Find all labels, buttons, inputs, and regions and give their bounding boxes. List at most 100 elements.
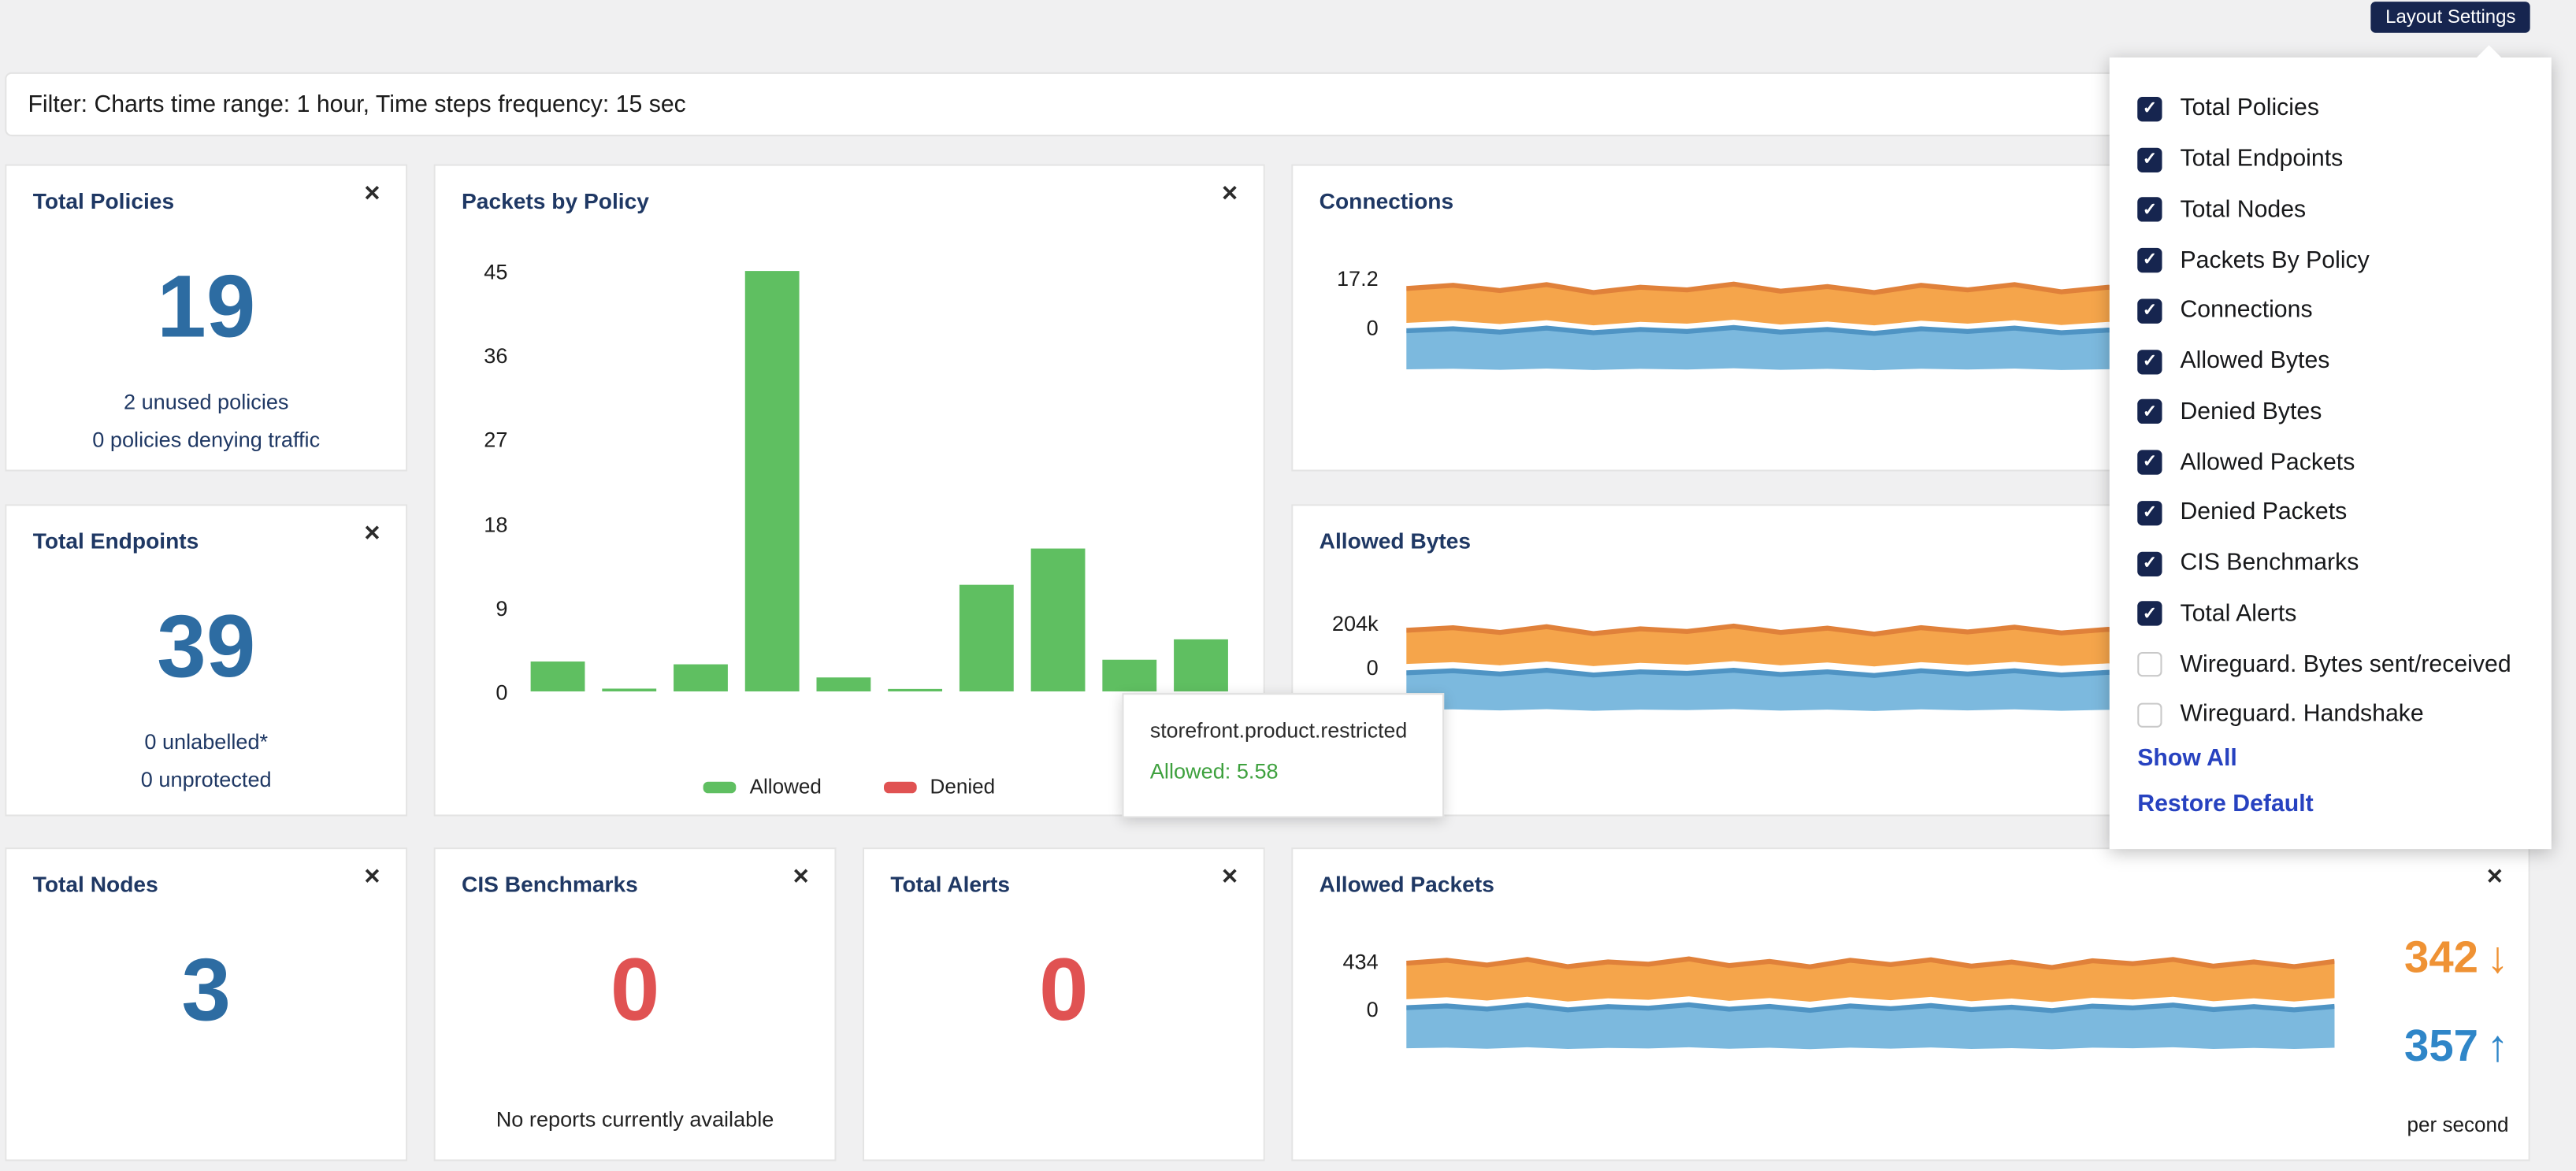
layout-settings-option[interactable]: ✓ Allowed Packets: [2137, 437, 2535, 487]
layout-settings-option[interactable]: ✓ Packets By Policy: [2137, 235, 2535, 286]
option-label: CIS Benchmarks: [2180, 550, 2359, 577]
tooltip-allowed-value: Allowed: 5.58: [1149, 758, 1279, 784]
check-icon: ✓: [2142, 98, 2158, 119]
layout-settings-option[interactable]: ✓ Total Policies: [2137, 83, 2535, 134]
checkbox[interactable]: ✓: [2137, 500, 2162, 526]
restore-default-link[interactable]: Restore Default: [2137, 791, 2314, 818]
y-tick: 36: [484, 343, 508, 369]
card-cis-benchmarks: CIS Benchmarks ✕ 0 No reports currently …: [433, 847, 837, 1162]
checkbox[interactable]: ✓: [2137, 550, 2162, 576]
arrow-up-icon: ↑: [2486, 1021, 2509, 1071]
total-endpoints-value: 39: [157, 598, 256, 697]
legend-allowed-label: Allowed: [749, 775, 822, 799]
y-tick: 18: [484, 512, 508, 537]
check-icon: ✓: [2142, 603, 2158, 624]
layout-settings-option[interactable]: Wireguard. Bytes sent/received: [2137, 639, 2535, 690]
option-label: Connections: [2180, 298, 2313, 324]
layout-settings-menu: ✓ Total Policies ✓ Total Endpoints ✓ Tot…: [2109, 45, 2552, 850]
checkbox[interactable]: ✓: [2137, 198, 2162, 223]
option-label: Allowed Packets: [2180, 449, 2355, 476]
packets-by-policy-bar-chart[interactable]: [518, 265, 1241, 691]
cis-no-reports-text: No reports currently available: [496, 1106, 774, 1132]
show-all-link[interactable]: Show All: [2137, 745, 2237, 773]
option-label: Total Policies: [2180, 95, 2319, 123]
close-icon[interactable]: ✕: [1220, 180, 1239, 206]
check-icon: ✓: [2142, 351, 2158, 372]
denied-swatch: [884, 780, 917, 793]
unused-policies-text: 2 unused policies: [123, 389, 289, 414]
checkbox[interactable]: ✓: [2137, 248, 2162, 273]
packets-down-stat: 342 ↓: [2404, 936, 2509, 980]
layout-settings-option[interactable]: ✓ CIS Benchmarks: [2137, 539, 2535, 589]
layout-settings-option[interactable]: ✓ Denied Bytes: [2137, 387, 2535, 437]
checkbox[interactable]: ✓: [2137, 146, 2162, 172]
y-tick: 0: [496, 680, 508, 705]
menu-notch: [2474, 45, 2504, 73]
layout-settings-option[interactable]: ✓ Total Endpoints: [2137, 134, 2535, 184]
card-title-connections: Connections: [1319, 188, 1454, 214]
close-icon[interactable]: ✕: [2485, 863, 2504, 889]
total-policies-value: 19: [157, 258, 256, 357]
tooltip-policy-name: storefront.product.restricted: [1149, 717, 1408, 743]
close-icon[interactable]: ✕: [363, 863, 381, 889]
checkbox[interactable]: ✓: [2137, 96, 2162, 122]
packets-up-stat: 357 ↑: [2404, 1024, 2509, 1069]
layout-settings-option[interactable]: ✓ Total Nodes: [2137, 185, 2535, 235]
option-label: Total Alerts: [2180, 601, 2297, 628]
option-label: Wireguard. Handshake: [2180, 702, 2424, 728]
check-icon: ✓: [2142, 199, 2158, 220]
layout-settings-menu-list: ✓ Total Policies ✓ Total Endpoints ✓ Tot…: [2137, 83, 2535, 740]
allowed-packets-area-chart[interactable]: [1405, 954, 2335, 1069]
layout-settings-option[interactable]: ✓ Denied Packets: [2137, 487, 2535, 538]
chart-tooltip: storefront.product.restricted Allowed: 5…: [1122, 693, 1445, 818]
packets-up-value: 357: [2403, 1021, 2478, 1071]
y-tick: 9: [496, 596, 508, 621]
close-icon[interactable]: ✕: [363, 180, 381, 206]
close-icon[interactable]: ✕: [1220, 863, 1239, 889]
card-title-total-alerts: Total Alerts: [890, 872, 1011, 897]
packets-down-value: 342: [2403, 932, 2478, 983]
option-label: Allowed Bytes: [2180, 348, 2330, 375]
checkbox[interactable]: ✓: [2137, 399, 2162, 424]
filter-bar: Filter: Charts time range: 1 hour, Time …: [5, 72, 2530, 137]
total-alerts-value: 0: [1039, 940, 1089, 1040]
y-tick-zero: 0: [1366, 996, 1379, 1022]
checkbox[interactable]: ✓: [2137, 298, 2162, 324]
filter-text: Filter: Charts time range: 1 hour, Time …: [28, 91, 686, 118]
denying-policies-text: 0 policies denying traffic: [92, 427, 321, 452]
allowed-swatch: [703, 780, 737, 793]
layout-settings-option[interactable]: ✓ Total Alerts: [2137, 589, 2535, 639]
check-icon: ✓: [2142, 149, 2158, 169]
card-total-nodes: Total Nodes ✕ 3: [5, 847, 408, 1162]
layout-settings-button[interactable]: Layout Settings: [2370, 2, 2531, 33]
layout-settings-option[interactable]: Wireguard. Handshake: [2137, 690, 2535, 740]
option-label: Wireguard. Bytes sent/received: [2180, 651, 2511, 678]
y-tick-max: 204k: [1331, 610, 1379, 636]
checkbox[interactable]: ✓: [2137, 450, 2162, 475]
card-title-packets-by-policy: Packets by Policy: [462, 188, 649, 214]
arrow-down-icon: ↓: [2486, 932, 2509, 983]
y-tick-zero: 0: [1366, 655, 1379, 680]
close-icon[interactable]: ✕: [792, 863, 811, 889]
total-nodes-value: 3: [181, 940, 232, 1040]
y-axis: 45 36 27 18 9 0: [468, 166, 507, 815]
option-label: Total Nodes: [2180, 196, 2307, 224]
y-tick: 27: [484, 427, 508, 452]
card-title-allowed-bytes: Allowed Bytes: [1319, 528, 1472, 554]
layout-settings-option[interactable]: ✓ Connections: [2137, 286, 2535, 336]
cis-benchmarks-value: 0: [610, 940, 660, 1040]
check-icon: ✓: [2142, 553, 2158, 573]
layout-settings-option[interactable]: ✓ Allowed Bytes: [2137, 336, 2535, 387]
checkbox[interactable]: ✓: [2137, 602, 2162, 627]
check-icon: ✓: [2142, 502, 2158, 523]
check-icon: ✓: [2142, 300, 2158, 321]
checkbox[interactable]: ✓: [2137, 349, 2162, 374]
close-icon[interactable]: ✕: [363, 521, 381, 546]
card-allowed-packets: Allowed Packets ✕ 434 0 342 ↓ 357 ↑ per se…: [1291, 847, 2530, 1162]
card-title-total-policies: Total Policies: [32, 188, 175, 214]
checkbox[interactable]: [2137, 702, 2162, 728]
checkbox[interactable]: [2137, 652, 2162, 677]
chart-legend: Allowed Denied: [436, 775, 1264, 799]
option-label: Packets By Policy: [2180, 247, 2370, 274]
y-tick-max: 434: [1342, 949, 1379, 974]
